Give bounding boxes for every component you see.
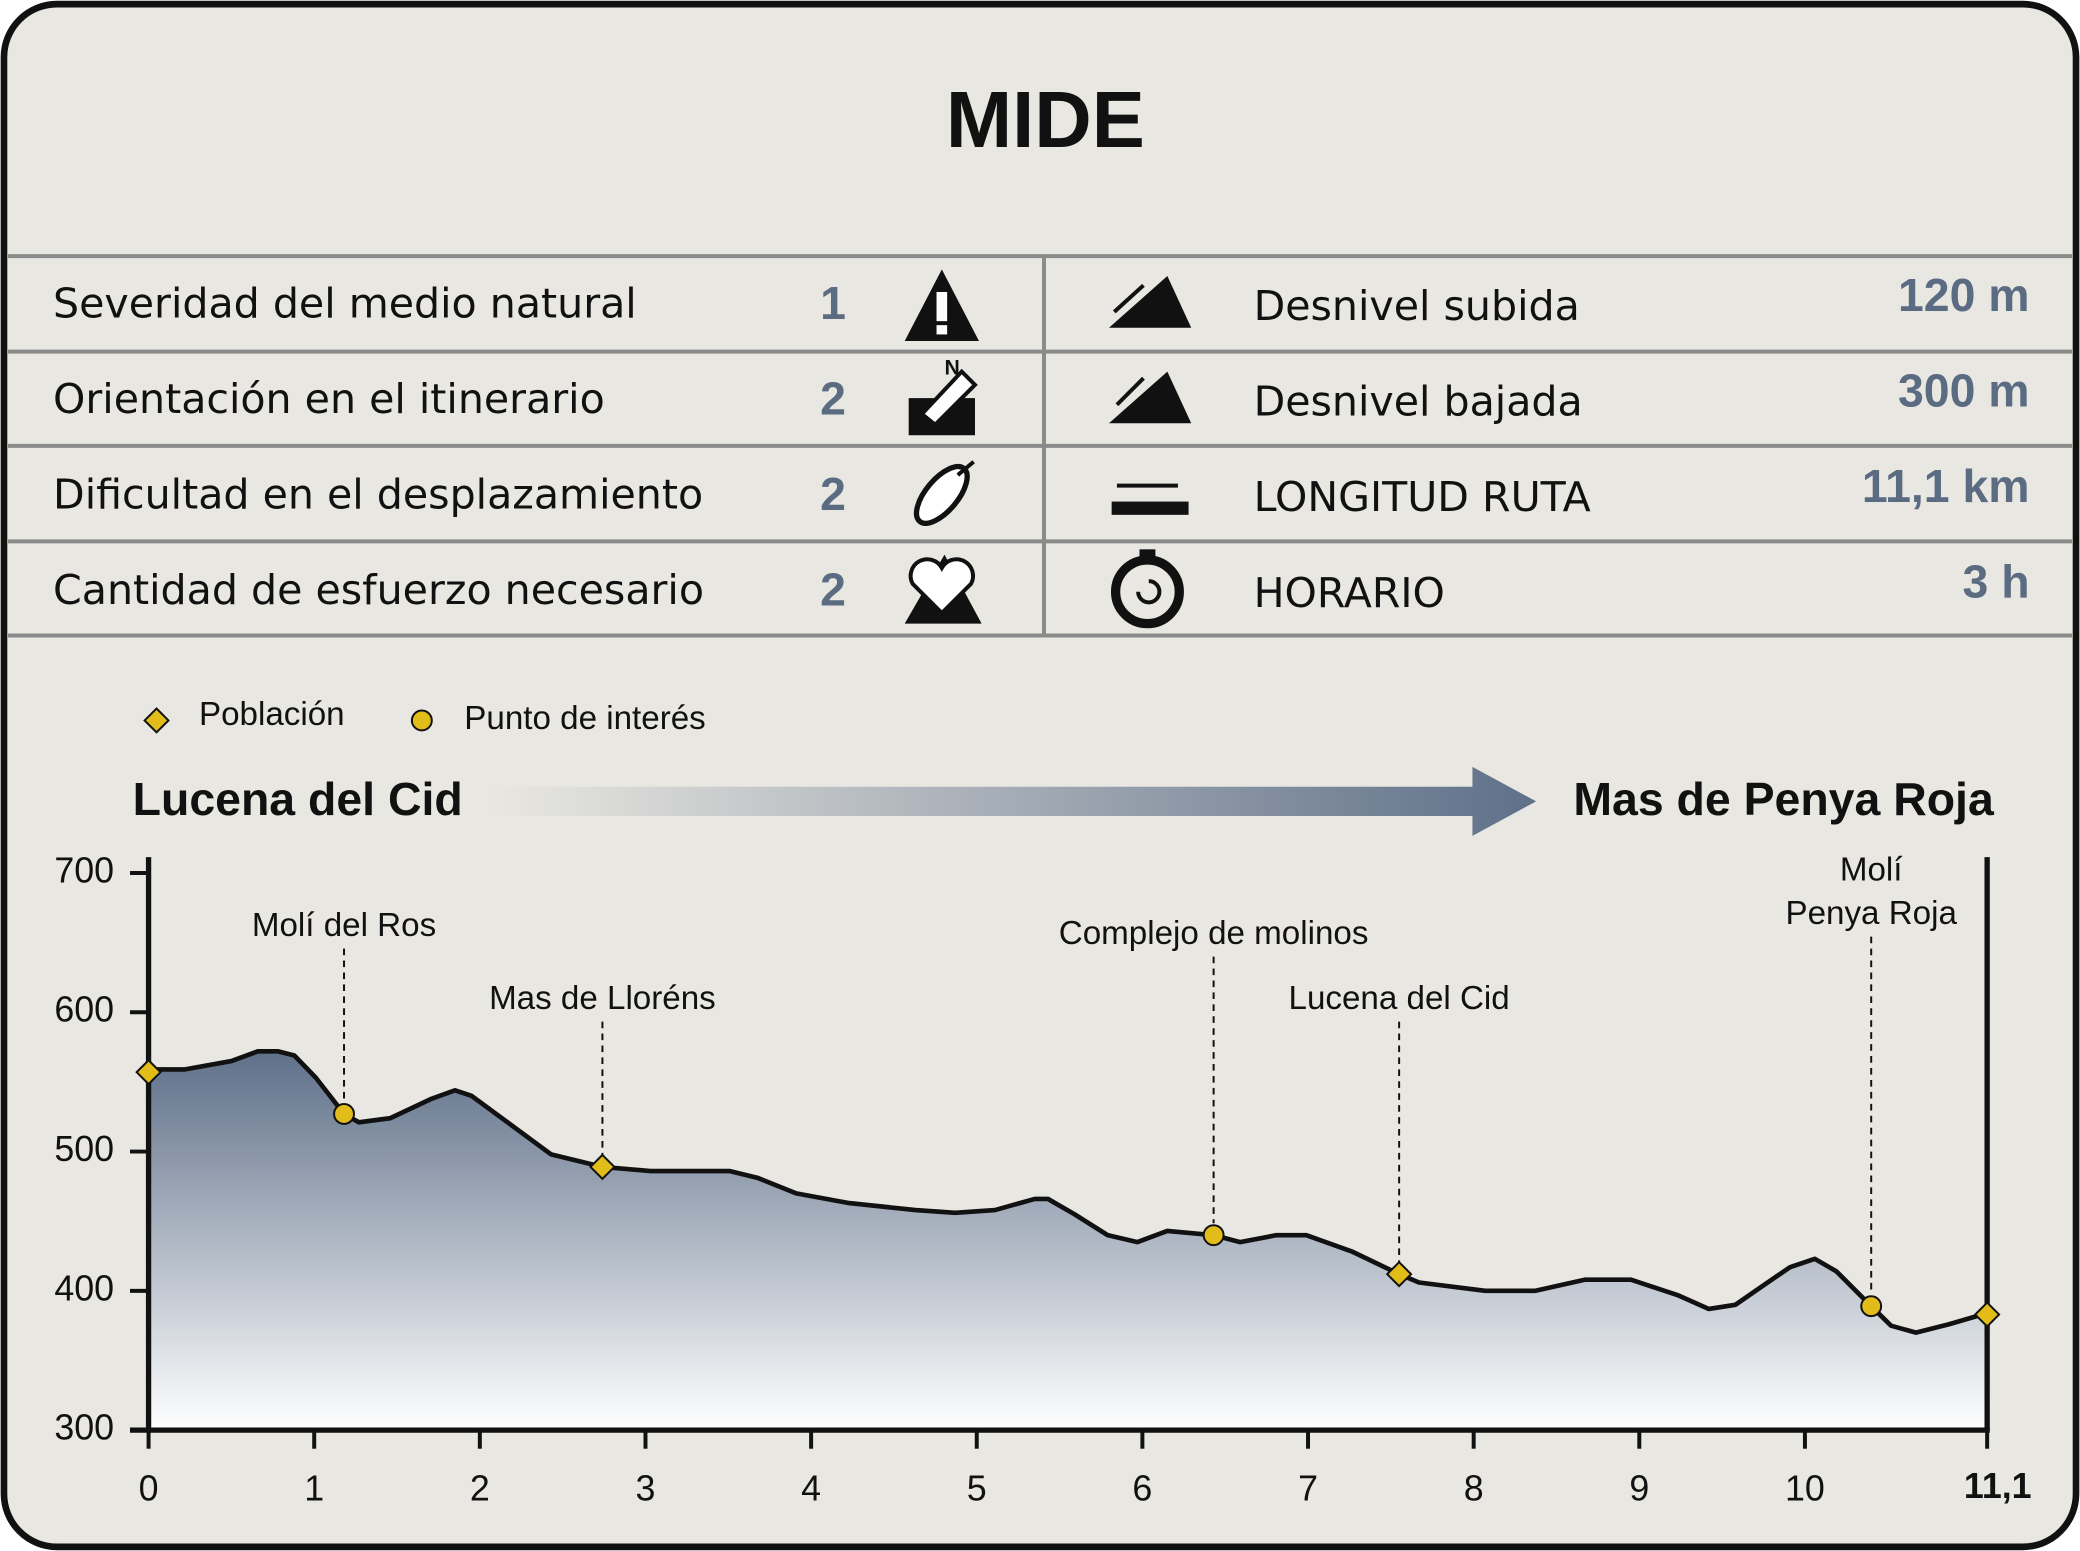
profile-line <box>148 1048 1988 1335</box>
point-label: Complejo de molinos <box>1059 915 1369 952</box>
legend-marker <box>410 709 433 732</box>
stat-label: Desnivel subida <box>1254 282 1580 330</box>
point-marker <box>1973 1301 2001 1328</box>
x-tick-label: 9 <box>1629 1469 1649 1509</box>
x-tick-label: 11,1 <box>1964 1466 2032 1506</box>
point-marker <box>1385 1260 1413 1288</box>
point-label: Lucena del Cid <box>1289 980 1510 1017</box>
mide-value: 1 <box>820 277 846 329</box>
point-marker <box>589 1153 616 1181</box>
x-tick-label: 0 <box>139 1469 159 1509</box>
point-label: Molí <box>1840 851 1903 888</box>
point-label: Mas de Lloréns <box>489 980 716 1017</box>
mide-label: Orientación en el itinerario <box>53 375 605 423</box>
x-tick-label: 6 <box>1132 1469 1152 1509</box>
legend-label: Población <box>199 696 345 733</box>
point-marker <box>135 1058 162 1086</box>
point-label: Penya Roja <box>1785 895 1957 932</box>
route-arrow <box>490 766 1537 836</box>
point-marker <box>333 1103 355 1125</box>
icons: N <box>904 269 1192 629</box>
x-tick-label: 2 <box>470 1469 490 1509</box>
legend-label: Punto de interés <box>464 700 705 737</box>
mide-value: 2 <box>820 468 846 520</box>
route-start: Lucena del Cid <box>133 773 463 825</box>
stat-value: 300 m <box>1898 364 2030 416</box>
x-tick-label: 8 <box>1464 1469 1484 1509</box>
y-tick-label: 400 <box>54 1268 114 1308</box>
x-tick-label: 10 <box>1785 1469 1825 1509</box>
y-tick-label: 500 <box>54 1129 114 1169</box>
stat-value: 11,1 km <box>1862 460 2030 512</box>
mide-label: Dificultad en el desplazamiento <box>53 471 703 519</box>
legend-marker <box>143 707 170 734</box>
stat-label: HORARIO <box>1254 569 1445 617</box>
x-tick-label: 5 <box>967 1469 987 1509</box>
mide-value: 2 <box>820 563 846 615</box>
area-fill <box>148 1051 1988 1431</box>
point-marker <box>1860 1295 1883 1318</box>
route-end: Mas de Penya Roja <box>1573 773 1995 825</box>
mide-value: 2 <box>820 372 846 424</box>
table-lines <box>7 254 2073 638</box>
stat-label: Desnivel bajada <box>1254 378 1583 426</box>
x-tick-label: 4 <box>801 1469 821 1509</box>
y-tick-label: 700 <box>54 850 114 890</box>
x-tick-label: 7 <box>1298 1469 1318 1509</box>
stat-value: 120 m <box>1898 269 2030 321</box>
title: MIDE <box>946 75 1145 164</box>
svg-text:N: N <box>944 357 959 380</box>
stat-value: 3 h <box>1963 555 2030 607</box>
point-label: Molí del Ros <box>252 907 436 944</box>
x-tick-label: 1 <box>304 1469 324 1509</box>
y-tick-label: 600 <box>54 990 114 1030</box>
stat-label: LONGITUD RUTA <box>1254 473 1591 521</box>
point-marker <box>1202 1224 1225 1247</box>
mide-label: Cantidad de esfuerzo necesario <box>53 566 704 614</box>
mide-label: Severidad del medio natural <box>53 280 637 328</box>
y-tick-label: 300 <box>54 1408 114 1448</box>
x-tick-label: 3 <box>636 1469 656 1509</box>
